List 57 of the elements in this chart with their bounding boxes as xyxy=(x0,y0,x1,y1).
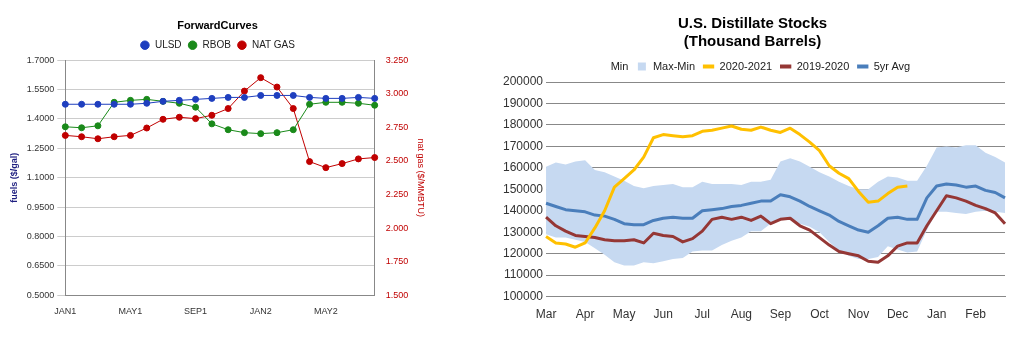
x-tick-label: SEP1 xyxy=(184,306,208,317)
y-tick-label: 120000 xyxy=(503,245,544,260)
legend-label: RBOB xyxy=(202,38,232,50)
text: Min xyxy=(610,59,629,72)
y-tick-label: 0.5000 xyxy=(26,289,55,300)
x-tick-label: Jan xyxy=(926,307,947,322)
x-tick-label: May xyxy=(612,307,636,322)
chart-title: ForwardCurves xyxy=(177,18,258,31)
x-tick-label: Aug xyxy=(730,307,753,322)
x-tick-label: Dec xyxy=(886,307,909,322)
y-tick-label: 160000 xyxy=(503,160,544,175)
x-tick-label: Apr xyxy=(575,307,595,322)
legend-label: ULSD xyxy=(154,38,182,50)
x-tick-label: Mar xyxy=(535,307,557,322)
y-tick-label: 1.5500 xyxy=(26,84,55,95)
y-tick-label: 1.1000 xyxy=(26,172,55,183)
y2-tick-label: 1.500 xyxy=(385,289,409,300)
chart-title: U.S. Distillate Stocks (Thousand Barrels) xyxy=(677,14,828,50)
x-tick-label: Jun xyxy=(653,307,673,322)
y2-tick-label: 2.500 xyxy=(385,155,409,166)
y-tick-label: 130000 xyxy=(503,224,544,239)
x-tick-label: JAN1 xyxy=(54,306,77,317)
y2-tick-label: 2.250 xyxy=(385,188,409,199)
y-tick-label: 0.8000 xyxy=(26,230,55,241)
y-tick-label: 1.2500 xyxy=(26,142,55,153)
y2-tick-label: 3.000 xyxy=(385,88,409,99)
y-tick-label: 0.9500 xyxy=(26,201,55,212)
y-tick-label: 110000 xyxy=(503,267,544,282)
x-tick-label: MAY1 xyxy=(118,306,143,317)
y-tick-label: 100000 xyxy=(503,288,544,303)
y-tick-label: 140000 xyxy=(503,203,544,218)
y2-axis-title: nat gas ($/MMBTU) xyxy=(416,138,427,217)
x-tick-label: Nov xyxy=(847,307,870,322)
y-tick-label: 1.7000 xyxy=(26,54,55,65)
y2-tick-label: 2.000 xyxy=(385,222,409,233)
legend-label: 5yr Avg xyxy=(873,59,911,72)
y-tick-label: 180000 xyxy=(503,117,544,132)
x-tick-label: Jul xyxy=(694,307,710,322)
y-tick-label: 150000 xyxy=(503,181,544,196)
legend-label: Max-Min xyxy=(652,59,696,72)
y2-tick-label: 2.750 xyxy=(385,121,409,132)
y-tick-label: 1.4000 xyxy=(26,113,55,124)
y-tick-label: 200000 xyxy=(503,74,544,89)
x-tick-label: Sep xyxy=(769,307,792,322)
legend-label: 2020-2021 xyxy=(719,59,773,72)
x-tick-label: Feb xyxy=(965,307,987,322)
y-tick-label: 0.6500 xyxy=(26,260,55,271)
x-tick-label: Oct xyxy=(810,307,830,322)
x-tick-label: JAN2 xyxy=(249,306,272,317)
y2-tick-label: 1.750 xyxy=(385,256,409,267)
y-axis-title: fuels ($/gal) xyxy=(8,152,19,203)
y-tick-label: 170000 xyxy=(503,138,544,153)
y2-tick-label: 3.250 xyxy=(385,54,409,65)
y-tick-label: 190000 xyxy=(503,95,544,110)
legend-label: 2019-2020 xyxy=(796,59,850,72)
legend-label: NAT GAS xyxy=(251,38,296,50)
x-tick-label: MAY2 xyxy=(313,306,338,317)
